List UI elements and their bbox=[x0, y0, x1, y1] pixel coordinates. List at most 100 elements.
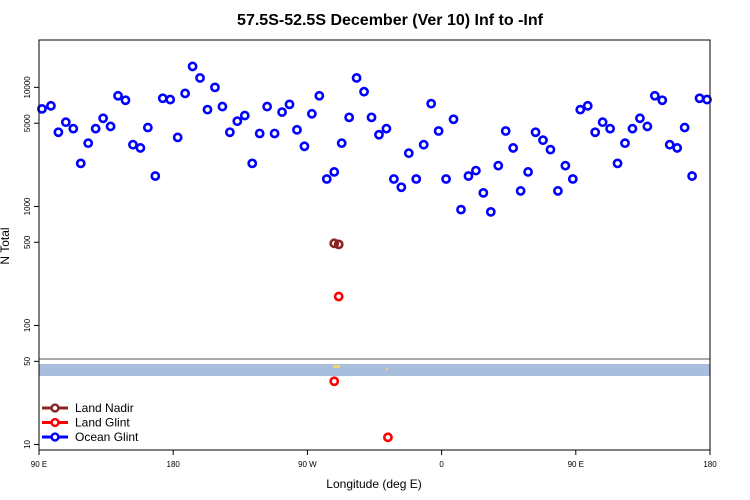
data-point-ocean-glint bbox=[232, 116, 243, 127]
data-point-ocean-glint bbox=[702, 94, 712, 105]
data-point-land-nadir bbox=[333, 239, 344, 250]
legend-label: Land Nadir bbox=[75, 401, 134, 415]
data-point-ocean-glint bbox=[493, 160, 504, 171]
data-point-ocean-glint bbox=[135, 143, 146, 153]
data-point-ocean-glint bbox=[530, 127, 541, 138]
data-point-ocean-glint bbox=[217, 101, 228, 112]
data-point-ocean-glint bbox=[187, 61, 198, 72]
legend-marker bbox=[50, 403, 60, 413]
data-point-ocean-glint bbox=[553, 186, 563, 196]
data-point-ocean-glint bbox=[388, 174, 399, 184]
data-point-ocean-glint bbox=[441, 174, 451, 184]
legend-label: Land Glint bbox=[75, 416, 130, 430]
y-tick-label: 500 bbox=[23, 235, 32, 249]
data-point-ocean-glint bbox=[567, 174, 578, 184]
data-point-ocean-glint bbox=[649, 90, 660, 101]
data-point-ocean-glint bbox=[351, 73, 362, 83]
data-point-ocean-glint bbox=[470, 165, 481, 176]
legend-marker bbox=[50, 432, 60, 442]
x-tick-label: 180 bbox=[703, 460, 717, 469]
data-point-ocean-glint bbox=[277, 107, 287, 117]
x-tick-label: 90 W bbox=[298, 460, 317, 469]
data-point-ocean-glint bbox=[75, 158, 86, 169]
data-point-ocean-glint bbox=[284, 99, 295, 110]
data-point-ocean-glint bbox=[128, 139, 138, 150]
data-point-ocean-glint bbox=[105, 121, 116, 132]
data-point-ocean-glint bbox=[448, 114, 459, 125]
y-tick-label: 10 bbox=[23, 440, 32, 449]
data-point-ocean-glint bbox=[687, 171, 698, 181]
y-tick-label: 5000 bbox=[23, 114, 32, 132]
data-point-ocean-glint bbox=[396, 182, 407, 193]
data-point-ocean-glint bbox=[433, 126, 444, 136]
data-points bbox=[37, 61, 712, 443]
data-point-ocean-glint bbox=[262, 101, 273, 112]
data-point-land-glint bbox=[383, 432, 393, 443]
data-point-ocean-glint bbox=[642, 121, 653, 132]
data-point-land-nadir bbox=[329, 238, 340, 249]
x-tick-label: 90 E bbox=[568, 460, 584, 469]
data-point-ocean-glint bbox=[336, 138, 347, 149]
data-point-ocean-glint bbox=[254, 128, 265, 139]
data-point-ocean-glint bbox=[627, 123, 638, 134]
data-point-ocean-glint bbox=[165, 94, 176, 105]
y-tick-label: 50 bbox=[23, 356, 32, 365]
data-point-ocean-glint bbox=[98, 113, 109, 124]
data-point-land-glint bbox=[333, 291, 344, 302]
data-point-ocean-glint bbox=[60, 117, 71, 128]
data-point-ocean-glint bbox=[150, 171, 161, 181]
data-point-ocean-glint bbox=[515, 186, 526, 196]
legend-label: Ocean Glint bbox=[75, 430, 139, 444]
data-point-ocean-glint bbox=[224, 127, 235, 138]
data-point-ocean-glint bbox=[590, 127, 601, 138]
land-sea-strip bbox=[39, 364, 710, 376]
data-point-ocean-glint bbox=[46, 100, 56, 111]
chart-title: 57.5S-52.5S December (Ver 10) Inf to -In… bbox=[237, 12, 544, 29]
data-point-ocean-glint bbox=[426, 98, 437, 109]
x-tick-label: 90 E bbox=[31, 460, 47, 469]
data-point-ocean-glint bbox=[239, 110, 250, 121]
data-point-ocean-glint bbox=[321, 174, 332, 184]
data-point-ocean-glint bbox=[374, 129, 384, 140]
legend-marker bbox=[50, 417, 60, 428]
data-point-ocean-glint bbox=[202, 104, 213, 115]
data-point-ocean-glint bbox=[418, 139, 429, 150]
data-point-ocean-glint bbox=[538, 135, 548, 146]
data-point-ocean-glint bbox=[344, 112, 355, 123]
data-point-ocean-glint bbox=[679, 122, 690, 133]
data-point-ocean-glint bbox=[292, 124, 302, 135]
data-point-ocean-glint bbox=[664, 139, 675, 150]
data-point-ocean-glint bbox=[172, 132, 183, 143]
data-point-ocean-glint bbox=[269, 128, 280, 139]
data-point-ocean-glint bbox=[120, 95, 131, 106]
data-point-ocean-glint bbox=[508, 143, 519, 153]
x-tick-label: 180 bbox=[167, 460, 181, 469]
data-point-ocean-glint bbox=[575, 104, 586, 115]
data-point-ocean-glint bbox=[620, 138, 630, 149]
data-point-ocean-glint bbox=[560, 160, 571, 171]
x-axis: 90 E 180 90 W 0 90 E 180 bbox=[31, 450, 717, 469]
data-point-ocean-glint bbox=[478, 187, 489, 198]
data-point-ocean-glint bbox=[635, 113, 645, 124]
data-point-ocean-glint bbox=[306, 108, 317, 119]
data-point-ocean-glint bbox=[299, 141, 310, 152]
data-point-ocean-glint bbox=[113, 90, 123, 101]
data-point-ocean-glint bbox=[210, 82, 220, 93]
y-tick-label: 100 bbox=[23, 318, 32, 332]
data-point-ocean-glint bbox=[90, 123, 101, 134]
data-point-ocean-glint bbox=[329, 167, 340, 177]
data-point-ocean-glint bbox=[314, 90, 325, 101]
data-point-ocean-glint bbox=[523, 167, 533, 177]
data-point-ocean-glint bbox=[545, 144, 556, 155]
data-point-ocean-glint bbox=[53, 127, 64, 138]
data-point-ocean-glint bbox=[411, 174, 422, 184]
y-tick-label: 10000 bbox=[23, 76, 32, 99]
data-point-ocean-glint bbox=[142, 122, 153, 133]
data-point-ocean-glint bbox=[672, 143, 683, 153]
data-point-ocean-glint bbox=[612, 158, 623, 169]
y-axis: 10 50 100 500 1000 5000 10000 bbox=[23, 76, 39, 449]
ocean-band bbox=[39, 364, 710, 376]
